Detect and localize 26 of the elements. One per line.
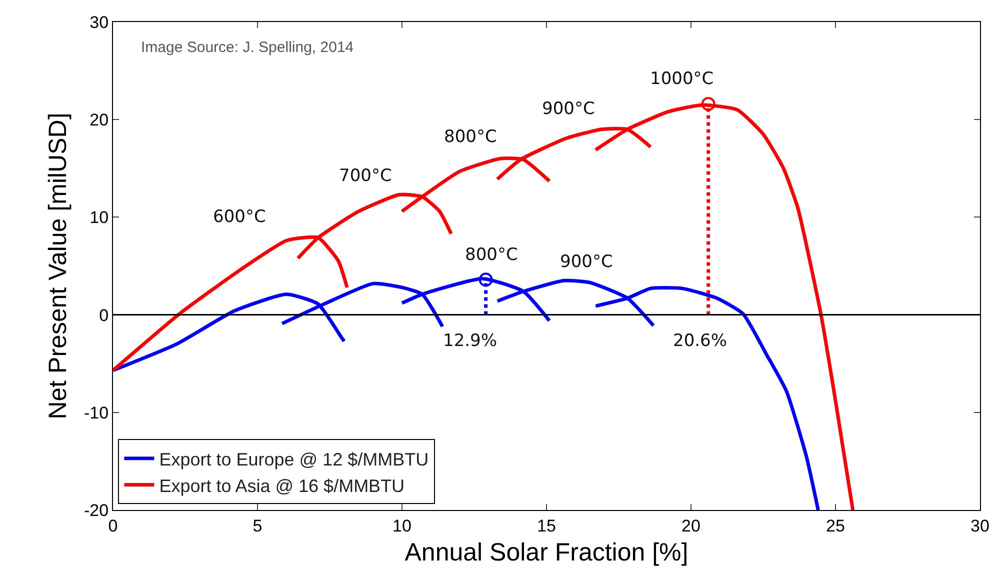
annotation: 700°C xyxy=(339,166,392,186)
legend-label: Export to Europe @ 12 $/MMBTU xyxy=(159,449,429,470)
annotation: 900°C xyxy=(542,99,595,119)
y-tick-label: 30 xyxy=(90,12,109,32)
x-tick-label: 10 xyxy=(392,516,412,536)
x-tick-label: 5 xyxy=(252,516,262,536)
annotation: 12.9% xyxy=(443,331,498,351)
y-tick-label: 20 xyxy=(90,110,109,130)
x-tick-label: 20 xyxy=(682,516,700,536)
y-tick-label: 10 xyxy=(90,208,109,228)
x-tick-label: 30 xyxy=(970,516,990,536)
x-tick-label: 25 xyxy=(826,516,845,536)
y-axis-title: Net Present Value [milUSD] xyxy=(44,112,72,420)
annotation: 800°C xyxy=(465,245,518,265)
annotation: 800°C xyxy=(444,127,497,147)
x-axis-title: Annual Solar Fraction [%] xyxy=(404,538,688,566)
annotation: 600°C xyxy=(213,207,266,227)
y-tick-label: -20 xyxy=(84,500,109,520)
y-tick-label: 0 xyxy=(99,306,109,325)
annotation: 20.6% xyxy=(673,331,728,351)
legend-label: Export to Asia @ 16 $/MMBTU xyxy=(159,476,405,496)
annotation: 900°C xyxy=(560,252,613,272)
annotation: 1000°C xyxy=(650,69,714,89)
x-tick-label: 15 xyxy=(537,516,556,536)
y-tick-label: -10 xyxy=(84,403,109,422)
annotation: Image Source: J. Spelling, 2014 xyxy=(141,39,354,56)
